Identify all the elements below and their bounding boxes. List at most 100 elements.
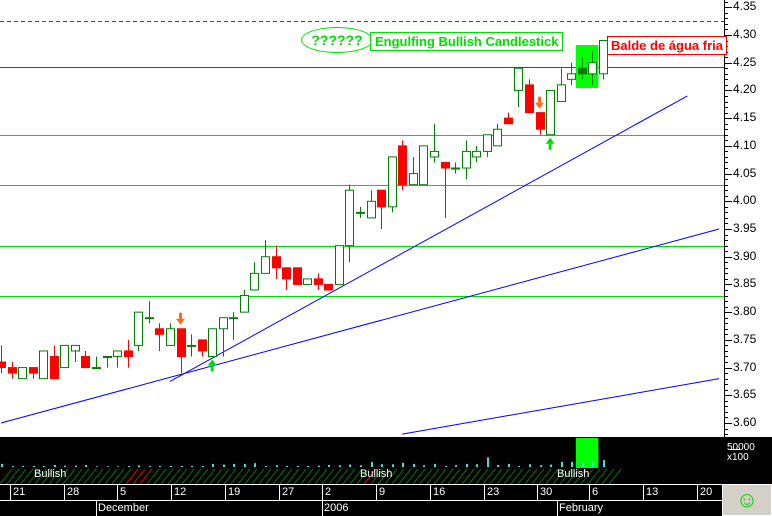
candle-body [536, 112, 545, 130]
pattern-hatch [587, 468, 601, 485]
volume-bar [434, 463, 436, 467]
date-tick-label: 20 [700, 486, 713, 498]
candle-body [546, 89, 555, 136]
volume-bar [339, 465, 341, 467]
question-annotation[interactable]: ?????? [301, 27, 373, 53]
candle-body [462, 150, 471, 169]
pattern-hatch [594, 468, 608, 485]
candle-body [219, 317, 228, 330]
pattern-hatch [13, 468, 27, 485]
month-tick-label: February [559, 502, 604, 514]
pattern-hatch [510, 468, 524, 485]
price-tick-label: 4.35 [733, 0, 757, 14]
price-tick-label: 4.25 [733, 54, 757, 69]
volume-bar [33, 465, 35, 467]
candle-body [134, 311, 143, 346]
pattern-hatch [69, 468, 83, 485]
date-tick-label: 12 [174, 486, 187, 498]
date-tick-label: 21 [13, 486, 26, 498]
pattern-hatch [559, 468, 573, 485]
date-tick-label: 16 [433, 486, 446, 498]
pattern-hatch [251, 468, 265, 485]
balde-annotation[interactable]: Balde de água fria [607, 36, 727, 55]
pattern-hatch [20, 468, 34, 485]
pattern-hatch [454, 468, 468, 485]
buy-arrow-icon [207, 359, 217, 372]
smiley-button[interactable]: ☺ [722, 484, 772, 516]
volume-bar [413, 463, 415, 467]
buy-arrow-icon [545, 137, 555, 150]
pattern-hatch [104, 468, 118, 485]
volume-bar [244, 463, 246, 467]
candle-body [187, 344, 196, 347]
price-tick-label: 4.15 [733, 110, 757, 125]
volume-bar [202, 465, 204, 467]
volume-bar [265, 465, 267, 467]
pattern-hatch [146, 468, 160, 485]
pattern-hatch [398, 468, 412, 485]
pattern-hatch [55, 468, 69, 485]
price-tick-label: 4.10 [733, 137, 757, 152]
volume-bar [592, 461, 594, 467]
pattern-hatch [552, 468, 566, 485]
pattern-hatch [489, 468, 503, 485]
pattern-hatch [202, 468, 216, 485]
volume-axis-label: 50000 x100 [727, 443, 755, 463]
pattern-hatch [6, 468, 20, 485]
volume-bar [181, 465, 183, 467]
price-tick-label: 4.20 [733, 82, 757, 97]
volume-bar [233, 463, 235, 467]
date-tick-label: 28 [67, 486, 80, 498]
candle-body [314, 278, 323, 285]
volume-bar [540, 465, 542, 467]
pattern-label: Bullish [34, 468, 67, 480]
volume-bar [423, 465, 425, 467]
volume-bar [518, 465, 520, 467]
engulfing-annotation[interactable]: Engulfing Bullish Candlestick [370, 32, 564, 51]
volume-axis-panel [724, 437, 772, 484]
volume-bar [582, 461, 584, 467]
pattern-hatch [538, 468, 552, 485]
volume-bar [149, 465, 151, 467]
candle-body [356, 211, 365, 214]
volume-bar [128, 465, 130, 467]
pattern-hatch [405, 468, 419, 485]
pattern-hatch [97, 468, 111, 485]
pattern-hatch [0, 468, 13, 485]
pattern-hatch [167, 468, 181, 485]
pattern-hatch [412, 468, 426, 485]
pattern-hatch [608, 468, 622, 485]
pattern-hatch [370, 468, 384, 485]
volume-bar [571, 461, 573, 467]
candle-body [198, 339, 207, 352]
candle-body [409, 173, 418, 186]
volume-bar [307, 465, 309, 467]
sell-arrow-icon [176, 312, 186, 325]
candle-body [282, 267, 291, 280]
volume-bar [276, 465, 278, 467]
pattern-hatch [475, 468, 489, 485]
candle-body [124, 350, 133, 357]
volume-bar [487, 457, 489, 467]
pattern-hatch [517, 468, 531, 485]
trendline [0, 228, 720, 424]
pattern-hatch [440, 468, 454, 485]
candle-body [103, 355, 112, 358]
volume-bar [286, 465, 288, 467]
pattern-label: Bullish [557, 468, 590, 480]
price-tick-label: 4.30 [733, 27, 757, 41]
candle-body [18, 367, 27, 380]
pattern-hatch [468, 468, 482, 485]
volume-bar [529, 464, 531, 467]
pattern-hatch [545, 468, 559, 485]
candle-body [8, 367, 17, 374]
pattern-hatch [244, 468, 258, 485]
date-tick-label: 13 [646, 486, 659, 498]
date-tick-label: 2 [325, 486, 332, 498]
candle-body [229, 317, 238, 320]
date-tick-label: 23 [487, 486, 500, 498]
month-tick-label: 2006 [324, 502, 349, 514]
pattern-hatch [90, 468, 104, 485]
pattern-hatch [342, 468, 356, 485]
